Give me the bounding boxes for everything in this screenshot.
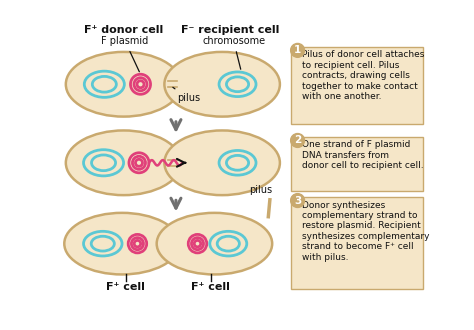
Text: 2: 2 (294, 136, 301, 146)
Text: 1: 1 (294, 46, 301, 55)
Circle shape (291, 194, 304, 208)
Text: F plasmid: F plasmid (101, 36, 149, 72)
Text: chromosome: chromosome (202, 36, 265, 69)
Circle shape (291, 134, 304, 148)
FancyBboxPatch shape (291, 137, 423, 190)
Text: F⁻ recipient cell: F⁻ recipient cell (181, 25, 279, 35)
Text: Donor synthesizes
complementary strand to
restore plasmid. Recipient
synthesizes: Donor synthesizes complementary strand t… (302, 201, 430, 262)
FancyBboxPatch shape (291, 47, 423, 123)
FancyBboxPatch shape (291, 197, 423, 289)
Ellipse shape (164, 130, 280, 195)
Text: pilus: pilus (249, 185, 272, 195)
Text: 3: 3 (294, 196, 301, 206)
FancyBboxPatch shape (168, 160, 177, 166)
FancyBboxPatch shape (168, 81, 177, 87)
Ellipse shape (66, 130, 182, 195)
Text: One strand of F plasmid
DNA transfers from
donor cell to recipient cell.: One strand of F plasmid DNA transfers fr… (302, 141, 424, 170)
Ellipse shape (164, 52, 280, 116)
Ellipse shape (64, 213, 180, 275)
Text: F⁺ cell: F⁺ cell (191, 282, 230, 292)
Text: F⁺ donor cell: F⁺ donor cell (84, 25, 163, 35)
Circle shape (291, 44, 304, 57)
Ellipse shape (157, 213, 272, 275)
Text: Pilus of donor cell attaches
to recipient cell. Pilus
contracts, drawing cells
t: Pilus of donor cell attaches to recipien… (302, 50, 425, 101)
Text: F⁺ cell: F⁺ cell (107, 282, 146, 292)
Text: pilus: pilus (173, 87, 200, 103)
Ellipse shape (66, 52, 182, 116)
